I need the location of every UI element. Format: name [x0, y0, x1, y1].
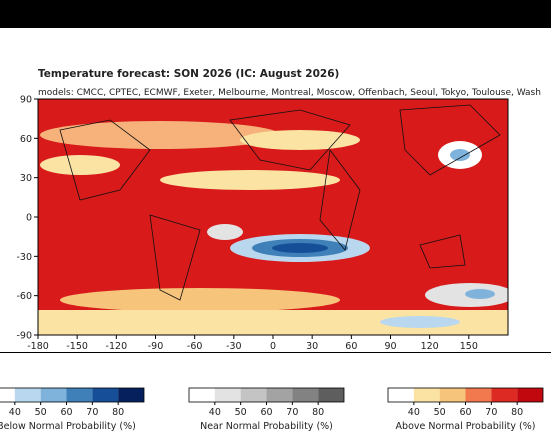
colorbar-segment [465, 388, 492, 402]
colorbar-segment [517, 388, 543, 402]
x-tick-label: -150 [66, 341, 88, 352]
x-tick-label: 150 [460, 341, 478, 352]
x-tick-label: -60 [187, 341, 203, 352]
colorbar-label: Above Normal Probability (%) [396, 421, 536, 431]
colorbar-segment [214, 388, 241, 402]
x-tick-label: 30 [306, 341, 318, 352]
colorbar-segment [66, 388, 93, 402]
colorbar-tick-label: 40 [9, 407, 21, 418]
colorbar-tick-label: 50 [235, 407, 247, 418]
colorbar-segment [92, 388, 119, 402]
colorbar-tick-label: 50 [434, 407, 446, 418]
colorbar-segment [413, 388, 440, 402]
colorbar-tick-label: 70 [86, 407, 98, 418]
colorbar-segment [491, 388, 518, 402]
colorbar-tick-label: 40 [209, 407, 221, 418]
colorbar-tick-label: 60 [260, 407, 272, 418]
colorbar-tick-label: 80 [112, 407, 124, 418]
y-tick-label: 30 [20, 173, 32, 184]
y-tick-label: 60 [20, 134, 32, 145]
x-tick-label: 120 [421, 341, 439, 352]
y-tick-label: -90 [16, 331, 32, 342]
map-field [38, 99, 508, 335]
colorbar-segment [240, 388, 267, 402]
colorbar-segment [189, 388, 215, 402]
colorbar-segment [318, 388, 344, 402]
x-tick-label: 0 [270, 341, 276, 352]
x-tick-label: -120 [106, 341, 128, 352]
colorbar-segment [0, 388, 15, 402]
colorbar-segment [388, 388, 414, 402]
colorbar-tick-label: 60 [60, 407, 72, 418]
y-tick-label: -30 [16, 252, 32, 263]
map-title: Temperature forecast: SON 2026 (IC: Augu… [38, 68, 339, 80]
colorbar-segment [292, 388, 319, 402]
colorbar-tick-label: 40 [408, 407, 420, 418]
colorbar-label: Below Normal Probability (%) [0, 421, 136, 431]
x-tick-label: -90 [148, 341, 164, 352]
separator [0, 352, 551, 353]
colorbar-segment [439, 388, 466, 402]
colorbar-tick-label: 80 [511, 407, 523, 418]
x-tick-label: 90 [384, 341, 396, 352]
colorbar-tick-label: 70 [286, 407, 298, 418]
colorbar-tick-label: 70 [485, 407, 497, 418]
y-tick-label: 90 [20, 95, 32, 106]
y-tick-label: 0 [26, 213, 32, 224]
colorbar-tick-label: 80 [312, 407, 324, 418]
colorbar-label: Near Normal Probability (%) [200, 421, 333, 431]
colorbar-tick-label: 50 [35, 407, 47, 418]
x-tick-label: -30 [226, 341, 242, 352]
colorbar-segment [266, 388, 293, 402]
colorbar-segment [40, 388, 67, 402]
map-subtitle: models: CMCC, CPTEC, ECMWF, Exeter, Melb… [38, 88, 541, 98]
y-tick-label: -60 [16, 291, 32, 302]
colorbar-tick-label: 60 [459, 407, 471, 418]
top-bar [0, 0, 551, 28]
colorbar-segment [118, 388, 144, 402]
x-tick-label: 60 [345, 341, 357, 352]
x-tick-label: -180 [27, 341, 49, 352]
colorbar-segment [14, 388, 41, 402]
